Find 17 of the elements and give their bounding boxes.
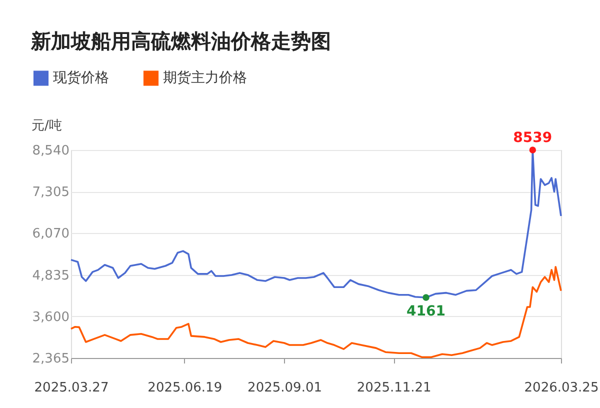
- y-tick-label: 3,600: [32, 310, 70, 325]
- x-tick-label: 2026.03.25: [524, 380, 599, 396]
- y-axis-title: 元/吨: [32, 118, 62, 134]
- x-tick-label: 2025.11.21: [356, 380, 432, 396]
- x-tick-label: 2025.03.27: [34, 380, 109, 396]
- legend-label: 现货价格: [53, 70, 109, 86]
- x-tick-label: 2025.06.19: [148, 380, 222, 396]
- y-tick-label: 7,305: [32, 185, 70, 200]
- chart-title: 新加坡船用高硫燃料油价格走势图: [30, 29, 331, 53]
- annotation: 4161: [406, 304, 446, 320]
- legend-label: 期货主力价格: [163, 70, 247, 86]
- y-tick-label: 6,070: [32, 226, 70, 242]
- y-tick-label: 8,540: [32, 144, 70, 158]
- y-tick-label: 4,835: [32, 268, 70, 284]
- y-tick-label: 2,365: [32, 352, 70, 366]
- annotation: 8539: [513, 130, 552, 146]
- x-tick-label: 2025.09.01: [248, 380, 322, 396]
